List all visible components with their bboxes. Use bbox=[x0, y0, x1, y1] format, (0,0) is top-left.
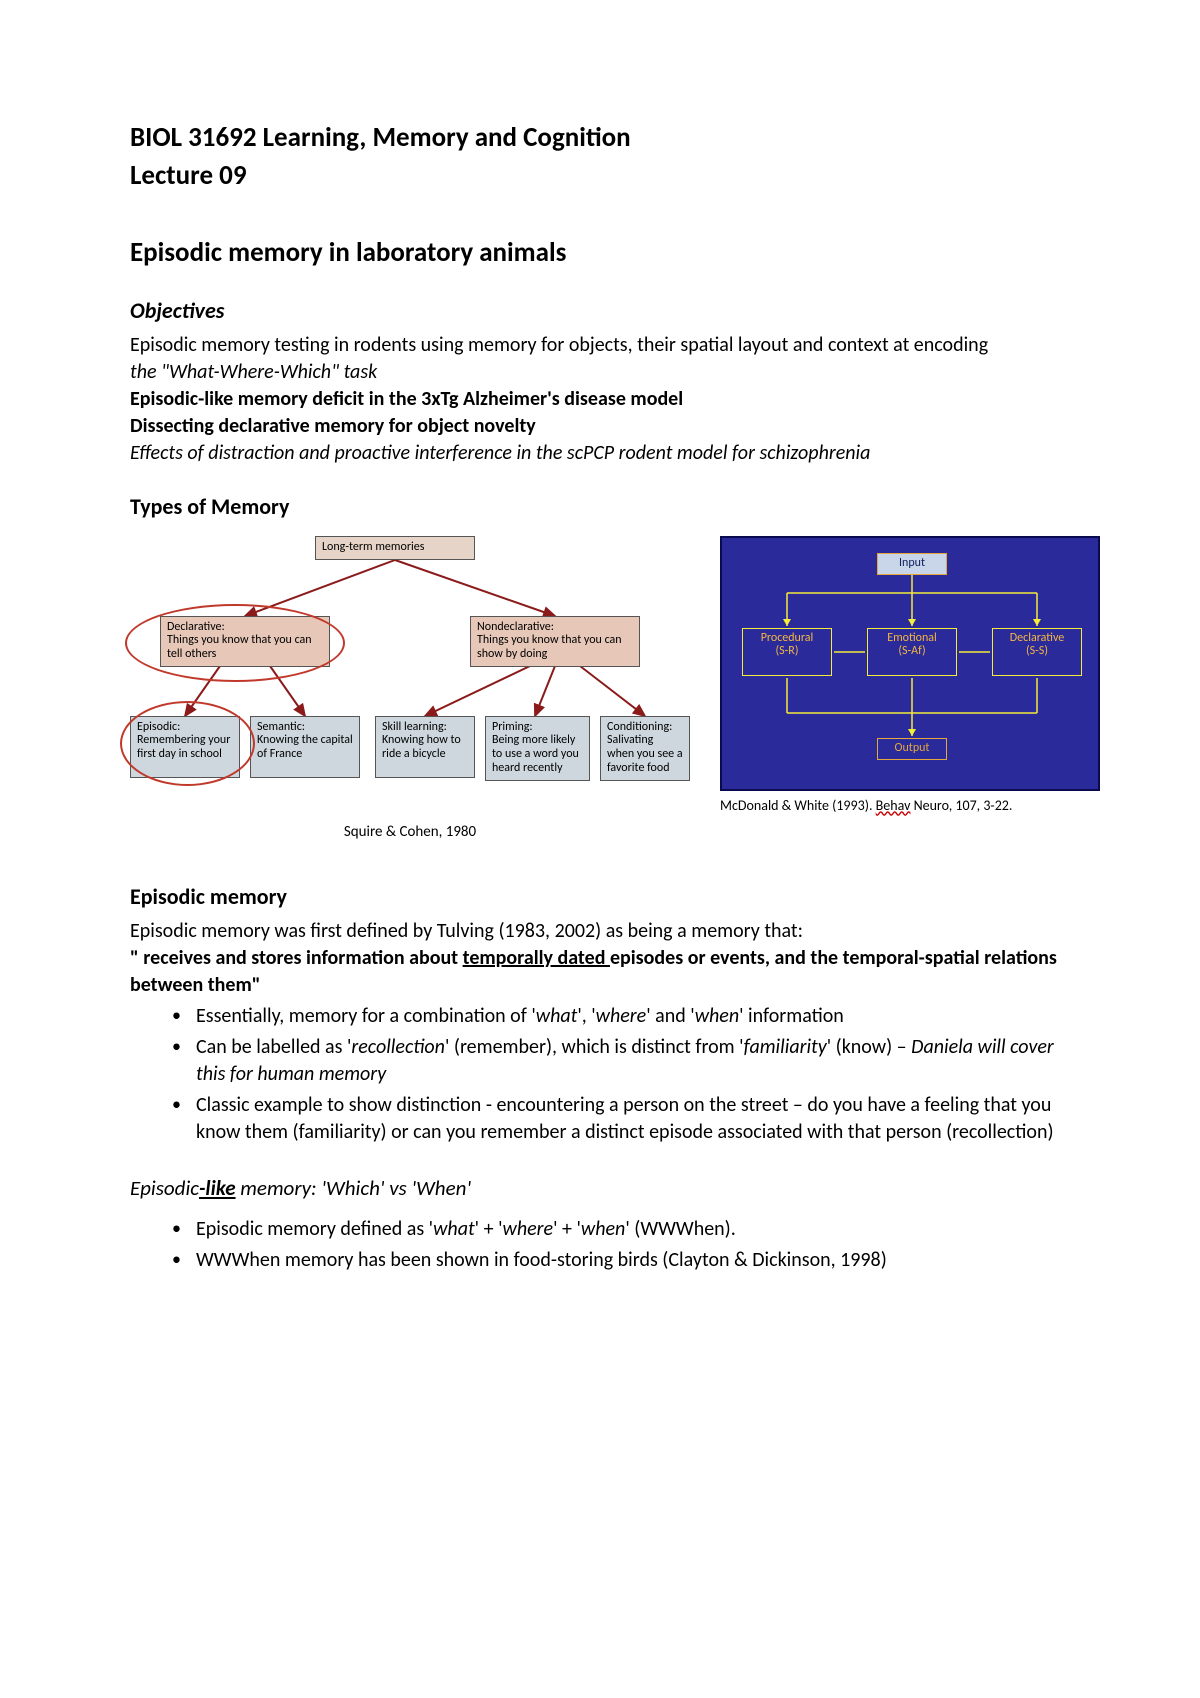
bluebox-node-proc: Procedural(S-R) bbox=[742, 628, 832, 676]
bluebox-node-output: Output bbox=[877, 738, 947, 760]
bluebox-node-input: Input bbox=[877, 553, 947, 575]
lecture-number: Lecture 09 bbox=[130, 158, 1070, 194]
objective-line: the "What-Where-Which" task bbox=[130, 359, 1070, 386]
list-item: Episodic memory defined as 'what' + 'whe… bbox=[172, 1216, 1070, 1243]
tree-node-prime: Priming:Being more likely to use a word … bbox=[485, 716, 590, 781]
episodic-intro: Episodic memory was first defined by Tul… bbox=[130, 918, 1070, 945]
list-item: Can be labelled as 'recollection' (remem… bbox=[172, 1034, 1070, 1088]
tree-caption: Squire & Cohen, 1980 bbox=[130, 822, 690, 842]
list-item: Essentially, memory for a combination of… bbox=[172, 1003, 1070, 1030]
tree-node-cond: Conditioning:Salivating when you see a f… bbox=[600, 716, 690, 781]
episodic-quote: " receives and stores information about … bbox=[130, 945, 1070, 999]
episodic-like-bullets: Episodic memory defined as 'what' + 'whe… bbox=[130, 1216, 1070, 1274]
bluebox-diagram: Input Procedural(S-R) Emotional(S-Af) Decla… bbox=[720, 536, 1100, 816]
tree-node-skill: Skill learning:Knowing how to ride a bic… bbox=[375, 716, 475, 778]
tree-node-ndecl: Nondeclarative:Things you know that you … bbox=[470, 616, 640, 667]
bluebox-node-emot: Emotional(S-Af) bbox=[867, 628, 957, 676]
list-item: Classic example to show distinction - en… bbox=[172, 1092, 1070, 1146]
objective-line: Episodic-like memory deficit in the 3xTg… bbox=[130, 386, 1070, 413]
objectives-block: Episodic memory testing in rodents using… bbox=[130, 332, 1070, 467]
objectives-heading: Objectives bbox=[130, 296, 1070, 326]
objective-line: Dissecting declarative memory for object… bbox=[130, 413, 1070, 440]
objective-line: Episodic memory testing in rodents using… bbox=[130, 332, 1070, 359]
memory-tree-diagram: Long-term memoriesDeclarative:Things you… bbox=[130, 536, 690, 842]
course-title: BIOL 31692 Learning, Memory and Cognitio… bbox=[130, 120, 1070, 156]
objective-line: Effects of distraction and proactive int… bbox=[130, 440, 1070, 467]
episodic-heading: Episodic memory bbox=[130, 882, 1070, 912]
diagrams-row: Long-term memoriesDeclarative:Things you… bbox=[130, 536, 1070, 842]
bluebox-node-decl: Declarative(S-S) bbox=[992, 628, 1082, 676]
bluebox-caption: McDonald & White (1993). Behav Neuro, 10… bbox=[720, 797, 1100, 816]
types-heading: Types of Memory bbox=[130, 492, 1070, 522]
highlight-ring-1 bbox=[120, 701, 255, 786]
highlight-ring-0 bbox=[125, 604, 345, 682]
tree-node-root: Long-term memories bbox=[315, 536, 475, 560]
tree-node-sem: Semantic:Knowing the capital of France bbox=[250, 716, 360, 778]
episodic-bullets: Essentially, memory for a combination of… bbox=[130, 1003, 1070, 1146]
episodic-like-heading: Episodic-like memory: 'Which' vs 'When' bbox=[130, 1174, 1070, 1202]
page-title: Episodic memory in laboratory animals bbox=[130, 235, 1070, 271]
list-item: WWWhen memory has been shown in food-sto… bbox=[172, 1247, 1070, 1274]
